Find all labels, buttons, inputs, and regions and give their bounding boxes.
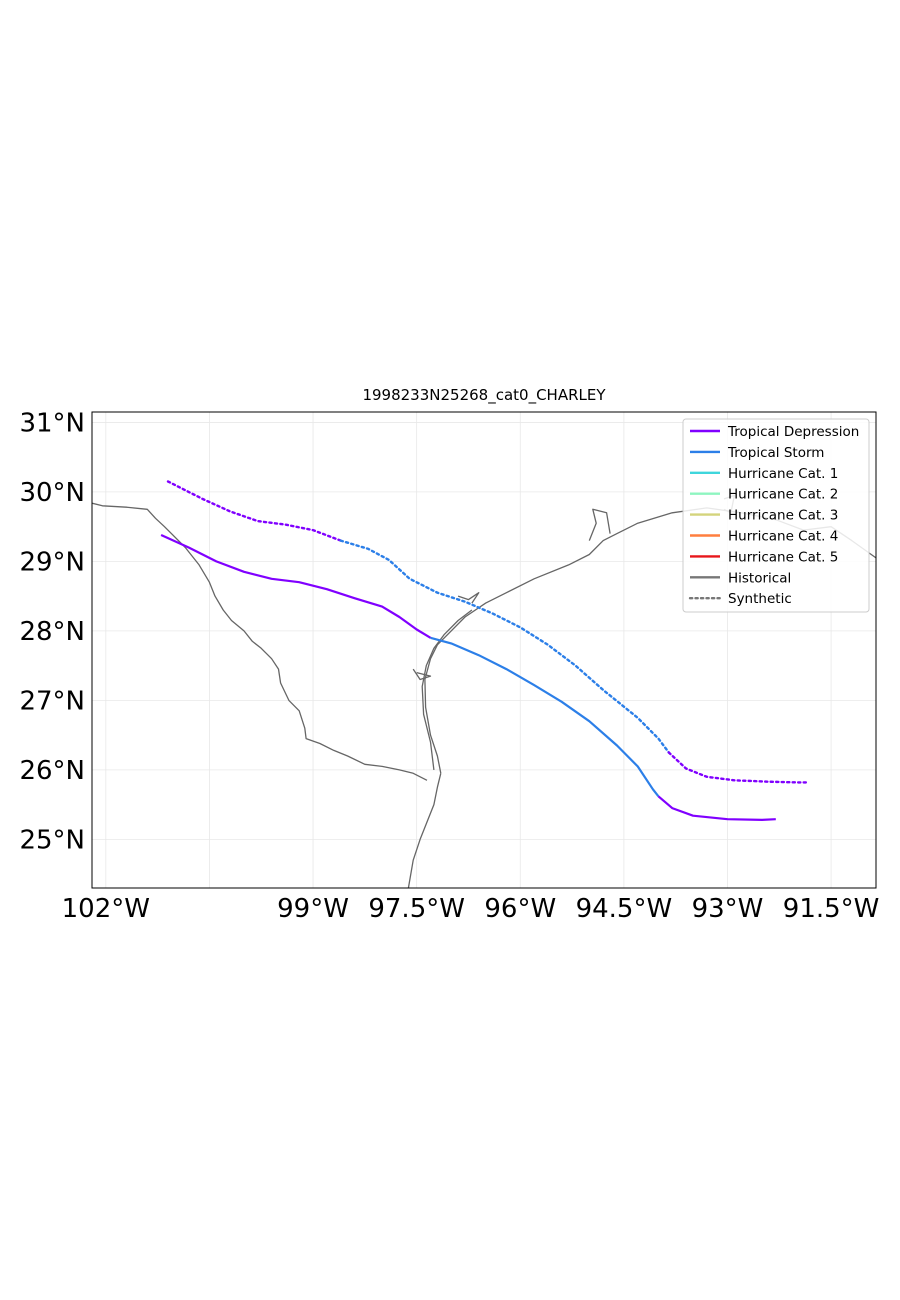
- legend-label: Tropical Storm: [727, 445, 824, 461]
- legend-label: Synthetic: [728, 591, 792, 607]
- legend-label: Hurricane Cat. 5: [728, 549, 838, 565]
- coastline: [92, 502, 428, 781]
- historical-track-tropical-depression: [160, 533, 432, 639]
- synthetic-track-tropical-depression: [166, 480, 342, 542]
- lat-tick-label: 27°N: [19, 686, 85, 716]
- legend-label: Tropical Depression: [727, 424, 859, 440]
- synthetic-track-tropical-depression: [667, 751, 809, 784]
- lon-tick-label: 99°W: [277, 894, 349, 924]
- lon-tick-label: 96°W: [484, 894, 556, 924]
- legend-label: Historical: [728, 570, 791, 586]
- lon-tick-label: 93°W: [692, 894, 764, 924]
- lat-tick-label: 29°N: [19, 547, 85, 577]
- latitude-tick-labels: 31°N 30°N 29°N 28°N 27°N 26°N 25°N: [19, 408, 85, 855]
- lat-tick-label: 30°N: [19, 478, 85, 508]
- legend-label: Hurricane Cat. 3: [728, 508, 838, 524]
- longitude-tick-labels: 102°W 99°W 97.5°W 96°W 94.5°W 93°W 91.5°W: [62, 894, 880, 924]
- lon-tick-label: 94.5°W: [576, 894, 673, 924]
- lat-tick-label: 28°N: [19, 617, 85, 647]
- legend-entries: Tropical Depression Tropical Storm Hurrica…: [688, 424, 859, 607]
- historical-track-tropical-depression: [657, 795, 776, 822]
- synthetic-track-tropical-storm: [339, 539, 670, 754]
- legend: Tropical Depression Tropical Storm Hurrica…: [682, 418, 870, 613]
- coastline: [588, 508, 611, 541]
- plot-frame: [91, 411, 877, 889]
- legend-label: Hurricane Cat. 4: [728, 529, 838, 545]
- map-title: 1998233N25268_cat0_CHARLEY: [362, 386, 606, 405]
- historical-track-tropical-storm: [430, 636, 660, 797]
- coastline: [421, 609, 473, 770]
- legend-label: Hurricane Cat. 1: [728, 466, 838, 482]
- storm-tracks: [160, 480, 809, 822]
- legend-label: Hurricane Cat. 2: [728, 487, 838, 503]
- lon-tick-label: 102°W: [62, 894, 150, 924]
- lat-tick-label: 31°N: [19, 408, 85, 438]
- legend-box: [682, 418, 870, 613]
- lat-tick-label: 26°N: [19, 756, 85, 786]
- lat-tick-label: 25°N: [19, 825, 85, 855]
- lon-tick-label: 91.5°W: [783, 894, 880, 924]
- lon-tick-label: 97.5°W: [368, 894, 465, 924]
- coastline: [407, 773, 442, 888]
- coastline: [457, 592, 480, 604]
- coastline: [412, 668, 432, 681]
